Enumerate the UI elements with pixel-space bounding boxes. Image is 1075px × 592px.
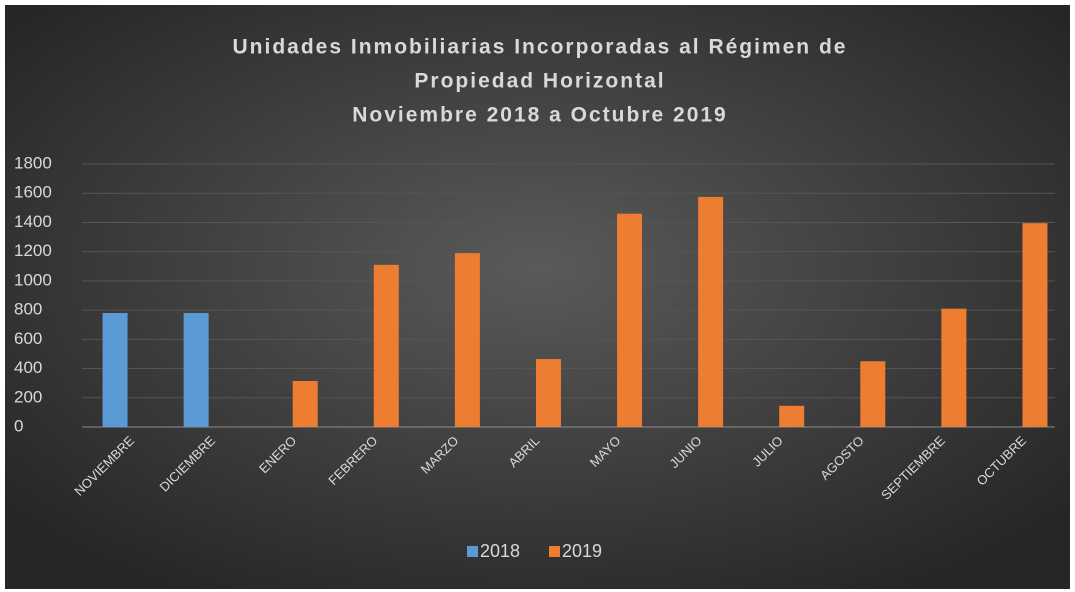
y-tick-label: 800 (14, 300, 42, 319)
legend-swatch (549, 546, 560, 557)
bar (102, 313, 128, 427)
bar (860, 361, 886, 427)
y-tick-label: 1600 (14, 183, 52, 202)
bar (373, 264, 399, 427)
chart-background (5, 5, 1070, 589)
chart-title: Noviembre 2018 a Octubre 2019 (352, 104, 728, 127)
y-tick-label: 1400 (14, 212, 52, 231)
bar (617, 213, 643, 427)
y-tick-label: 600 (14, 329, 42, 348)
bar (698, 196, 724, 427)
legend-label: 2018 (480, 541, 520, 561)
bar (779, 405, 805, 427)
legend-label: 2019 (562, 541, 602, 561)
y-tick-label: 1200 (14, 241, 52, 260)
bar (292, 380, 318, 427)
y-tick-label: 200 (14, 387, 42, 406)
chart-title: Unidades Inmobiliarias Incorporadas al R… (233, 36, 848, 59)
y-tick-label: 1800 (14, 153, 52, 172)
bar (183, 313, 209, 427)
y-tick-label: 0 (14, 416, 23, 435)
y-tick-label: 400 (14, 358, 42, 377)
bar (535, 359, 561, 427)
bar (1022, 223, 1048, 427)
bar (941, 308, 967, 427)
chart-title: Propiedad Horizontal (414, 70, 665, 93)
y-tick-label: 1000 (14, 270, 52, 289)
legend-swatch (467, 546, 478, 557)
bar (454, 253, 480, 427)
